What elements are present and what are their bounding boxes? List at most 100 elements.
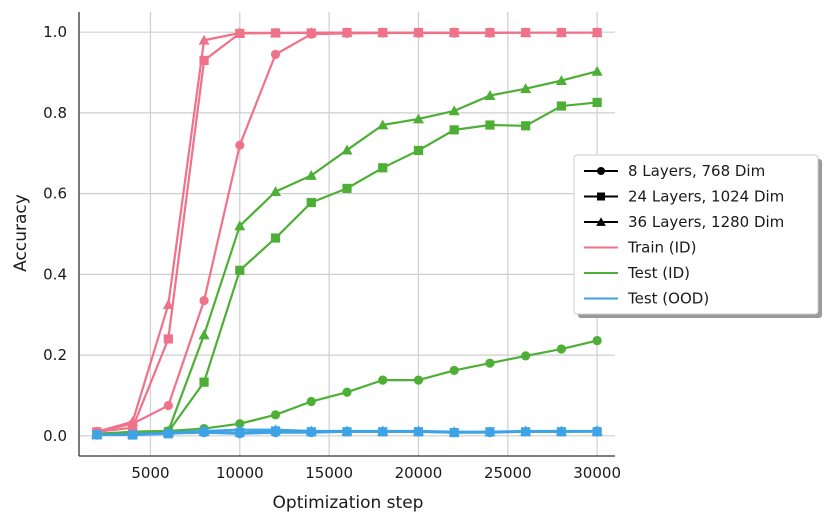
x-tick-label: 25000 (484, 464, 532, 482)
square-marker (128, 423, 138, 433)
x-tick-label: 30000 (573, 464, 621, 482)
circle-marker (597, 167, 605, 175)
circle-marker (378, 375, 388, 385)
triangle-marker (377, 425, 389, 436)
x-tick-label: 5000 (131, 464, 169, 482)
square-marker (449, 125, 459, 135)
triangle-marker (448, 27, 460, 38)
triangle-marker (448, 426, 460, 437)
circle-marker (413, 375, 424, 385)
y-axis-title: Accuracy (11, 194, 31, 272)
y-tick-label: 0.4 (43, 265, 67, 283)
x-tick-label: 20000 (395, 464, 443, 482)
triangle-marker (377, 119, 389, 130)
triangle-marker (198, 34, 210, 45)
x-tick-label: 10000 (216, 464, 264, 482)
triangle-marker (484, 90, 496, 100)
triangle-marker (234, 220, 246, 231)
circle-marker (485, 358, 495, 368)
triangle-marker (520, 425, 532, 436)
y-tick-label: 0.6 (43, 185, 67, 203)
triangle-marker (162, 427, 174, 438)
square-marker (556, 101, 566, 111)
circle-marker (592, 335, 602, 346)
square-marker (306, 197, 316, 208)
circle-marker (449, 365, 459, 376)
circle-marker (235, 140, 245, 150)
triangle-marker (127, 416, 139, 427)
square-marker (413, 145, 424, 156)
triangle-marker (270, 186, 282, 197)
triangle-marker (234, 27, 246, 38)
legend-item: 24 Layers, 1024 Dim (584, 188, 784, 206)
series-line (91, 424, 603, 440)
y-tick-label: 1.0 (43, 23, 67, 41)
square-marker (378, 163, 388, 173)
axes: 5000 10000 15000 20000 25000 30000 0.0 0.2 0.4 0.… (43, 12, 621, 482)
triangle-marker (484, 27, 496, 38)
triangle-marker (234, 424, 246, 435)
square-marker (163, 334, 173, 344)
square-marker (199, 55, 209, 66)
legend: 8 Layers, 768 Dim 24 Layers, 1024 Dim 36 L… (573, 154, 822, 318)
legend-box (573, 154, 819, 315)
square-marker (235, 265, 245, 275)
square-marker (597, 192, 605, 201)
y-tick-label: 0.0 (43, 427, 67, 445)
triangle-marker (412, 27, 424, 38)
legend-label: Train (ID) (627, 239, 696, 257)
triangle-marker (341, 144, 353, 155)
triangle-marker (412, 113, 424, 124)
legend-item: Test (OOD) (584, 290, 709, 308)
triangle-marker (520, 27, 532, 38)
square-marker (485, 120, 495, 130)
y-tick-label: 0.8 (43, 104, 67, 122)
square-marker (270, 233, 281, 243)
triangle-marker (270, 424, 282, 435)
triangle-marker (555, 27, 567, 38)
circle-marker (521, 351, 531, 361)
triangle-marker (448, 105, 460, 116)
square-marker (521, 121, 531, 131)
triangle-marker (591, 425, 603, 436)
circle-marker (270, 49, 281, 59)
triangle-marker (591, 27, 603, 38)
square-marker (592, 97, 602, 108)
legend-item: 36 Layers, 1280 Dim (584, 213, 784, 231)
circle-marker (342, 387, 352, 397)
triangle-marker (412, 425, 424, 436)
triangle-marker (377, 27, 389, 38)
y-tick-label: 0.2 (43, 346, 67, 364)
legend-label: 36 Layers, 1280 Dim (628, 213, 784, 231)
legend-item: Test (ID) (584, 264, 690, 282)
series-layer (91, 27, 603, 440)
triangle-marker (198, 329, 210, 340)
legend-item: 8 Layers, 768 Dim (584, 162, 765, 180)
x-axis-title: Optimization step (273, 493, 424, 513)
legend-label: 24 Layers, 1024 Dim (628, 188, 784, 206)
triangle-marker (484, 426, 496, 437)
square-marker (342, 183, 352, 193)
triangle-marker (596, 217, 606, 226)
square-marker (199, 377, 209, 387)
triangle-marker (198, 425, 210, 436)
series-line (92, 335, 602, 439)
legend-label: 8 Layers, 768 Dim (628, 162, 765, 180)
legend-label: Test (OOD) (627, 290, 709, 308)
circle-marker (235, 419, 245, 429)
triangle-marker (305, 425, 317, 436)
legend-label: Test (ID) (627, 264, 690, 282)
triangle-marker (555, 75, 567, 86)
circle-marker (556, 344, 567, 354)
triangle-marker (555, 425, 567, 436)
circle-marker (306, 396, 316, 407)
circle-marker (270, 410, 281, 420)
series-line (91, 27, 603, 437)
triangle-marker (341, 425, 353, 436)
triangle-marker (341, 27, 353, 38)
triangle-marker (127, 428, 139, 439)
legend-item: Train (ID) (584, 239, 696, 257)
triangle-marker (520, 83, 532, 94)
